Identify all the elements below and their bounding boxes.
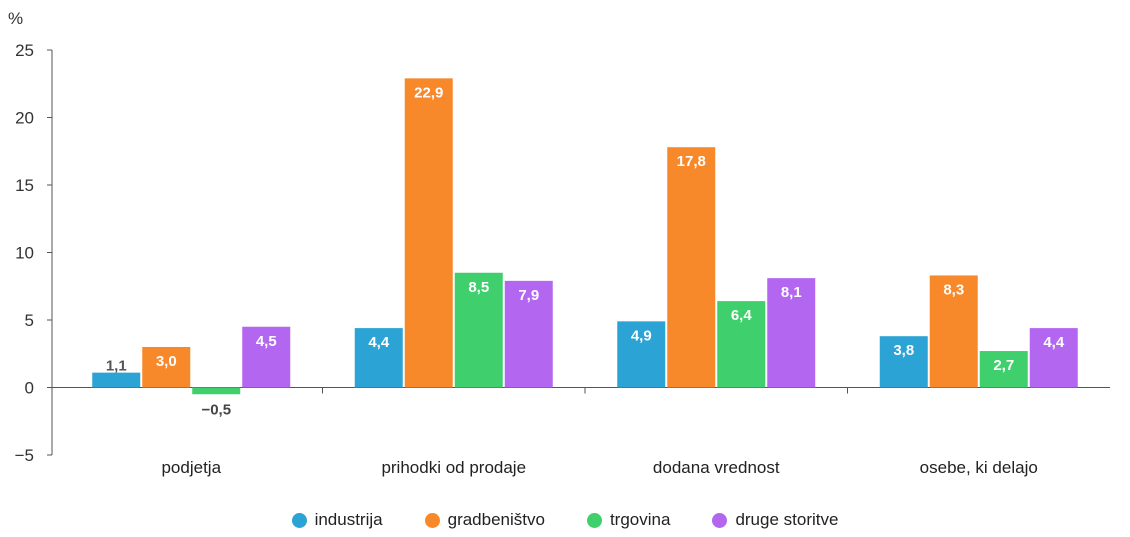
y-tick-label: 20: [15, 109, 34, 128]
bar: [454, 272, 503, 388]
category-label: prihodki od prodaje: [381, 458, 526, 477]
data-label: 4,9: [631, 327, 652, 344]
legend-label: gradbeništvo: [447, 510, 545, 529]
legend-item: trgovina: [586, 510, 671, 530]
data-label: 7,9: [518, 287, 539, 304]
bar: [504, 280, 553, 388]
bar: [979, 351, 1028, 388]
data-label: 1,1: [106, 358, 127, 375]
legend-swatch: [424, 512, 440, 528]
bar: [242, 326, 291, 388]
y-tick-label: −5: [15, 446, 34, 465]
legend: industrija gradbeništvo trgovina druge stor…: [0, 510, 1130, 530]
category-label: podjetja: [161, 458, 221, 477]
bar: [354, 328, 403, 388]
legend-swatch: [291, 512, 307, 528]
legend-label: industrija: [314, 510, 383, 529]
data-label: 22,9: [414, 84, 443, 101]
data-label: 8,1: [781, 284, 802, 301]
y-tick-label: 5: [25, 311, 34, 330]
legend-swatch: [712, 512, 728, 528]
bar: [617, 321, 666, 388]
legend-item: gradbeništvo: [424, 510, 545, 530]
bar: [879, 336, 928, 388]
category-label: dodana vrednost: [653, 458, 780, 477]
data-label: 2,7: [993, 357, 1014, 374]
data-label: 17,8: [677, 153, 706, 170]
data-label: 4,5: [256, 333, 277, 350]
bar: [667, 147, 716, 388]
category-label: osebe, ki delajo: [920, 458, 1038, 477]
data-label: 3,8: [893, 342, 914, 359]
y-tick-label: 25: [15, 41, 34, 60]
legend-swatch: [586, 512, 602, 528]
bar: [142, 347, 191, 388]
y-unit-label: %: [8, 9, 23, 28]
y-tick-label: 0: [25, 379, 34, 398]
data-label: −0,5: [201, 401, 231, 418]
data-label: 8,3: [943, 281, 964, 298]
category-labels: podjetja prihodki od prodaje dodana vredno…: [161, 458, 1037, 477]
data-label: 4,4: [1043, 334, 1065, 351]
bar: [717, 301, 766, 388]
data-label: 4,4: [368, 334, 390, 351]
bar: [92, 372, 141, 388]
bars: [92, 78, 1078, 395]
bar: [1029, 328, 1078, 388]
bar: [404, 78, 453, 388]
data-label: 8,5: [468, 279, 489, 296]
data-label: 6,4: [731, 307, 753, 324]
y-tick-label: 10: [15, 244, 34, 263]
bar: [767, 278, 816, 388]
legend-item: druge storitve: [712, 510, 838, 530]
bar-chart: % −5 0 5 10 15 20 25 1,1 3,0 −0,5 4,5 4,4 22,9 8,5 7,…: [8, 9, 1110, 477]
data-label: 3,0: [156, 353, 177, 370]
legend-label: druge storitve: [735, 510, 839, 529]
bar: [192, 387, 241, 395]
legend-item: industrija: [291, 510, 383, 530]
legend-label: trgovina: [609, 510, 671, 529]
y-tick-label: 15: [15, 176, 34, 195]
data-labels: 1,1 3,0 −0,5 4,5 4,4 22,9 8,5 7,9 4,9 17,8 6,4 8,1 3…: [106, 84, 1065, 418]
bar: [929, 275, 978, 388]
y-axis: −5 0 5 10 15 20 25: [15, 41, 53, 465]
